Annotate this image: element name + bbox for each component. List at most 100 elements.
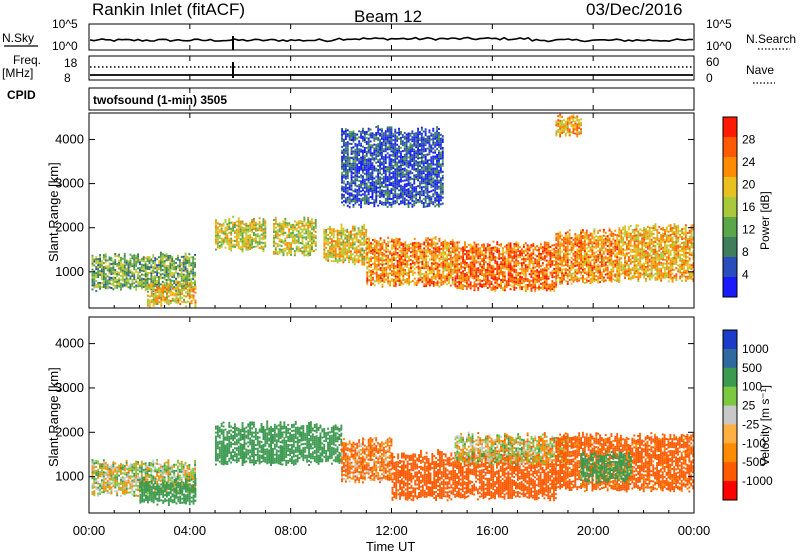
data-cell [118, 279, 120, 282]
data-cell [432, 267, 435, 270]
data-cell [667, 252, 670, 255]
data-cell [540, 247, 542, 250]
data-cell [423, 267, 426, 270]
data-cell [626, 252, 628, 255]
data-cell [601, 263, 603, 266]
data-cell [123, 278, 126, 281]
data-cell [555, 237, 558, 240]
data-cell [458, 281, 461, 283]
data-cell [118, 285, 120, 288]
freq-unit: [MHz] [2, 66, 33, 80]
data-cell [125, 279, 128, 282]
data-cell [323, 236, 326, 239]
data-cell [627, 266, 630, 268]
data-cell [658, 241, 661, 244]
data-cell [245, 234, 248, 237]
data-cell [582, 249, 584, 252]
data-cell [467, 243, 470, 246]
data-cell [547, 243, 550, 246]
data-cell [574, 259, 577, 262]
data-cell [566, 282, 569, 285]
data-cell [543, 277, 546, 280]
data-cell [127, 270, 130, 273]
data-cell [664, 266, 666, 269]
data-cell [656, 264, 659, 267]
data-cell [490, 275, 493, 277]
data-cell [477, 277, 480, 280]
data-cell [624, 235, 626, 238]
data-cell [290, 246, 292, 248]
data-cell [180, 275, 183, 278]
data-cell [462, 270, 464, 273]
data-cell [385, 248, 388, 251]
data-cell [500, 263, 502, 266]
data-cell [444, 265, 447, 268]
data-cell [245, 224, 248, 227]
data-cell [129, 283, 132, 286]
data-cell [578, 251, 581, 254]
data-cell [555, 264, 558, 267]
data-cell [311, 232, 313, 235]
data-cell [163, 276, 166, 279]
data-cell [293, 238, 296, 241]
data-cell [190, 288, 193, 291]
data-cell [612, 232, 615, 235]
data-cell [582, 247, 584, 250]
data-cell [652, 244, 655, 247]
data-cell [543, 283, 546, 286]
data-cell [589, 240, 592, 243]
data-cell [622, 252, 625, 255]
data-cell [161, 253, 164, 256]
data-cell [95, 272, 98, 275]
data-cell [182, 257, 185, 260]
data-cell [473, 287, 476, 290]
data-cell [312, 226, 315, 229]
data-cell [622, 226, 625, 229]
data-cell [471, 271, 474, 274]
data-cell [309, 224, 311, 227]
data-cell [154, 291, 157, 293]
data-cell [152, 293, 155, 295]
data-cell [430, 242, 433, 245]
data-cell [438, 245, 441, 248]
data-cell [477, 261, 480, 264]
data-cell [641, 237, 644, 240]
data-cell [408, 271, 410, 274]
data-cell [152, 283, 155, 286]
data-cell [423, 259, 426, 262]
data-cell [361, 243, 364, 246]
data-cell [106, 279, 109, 282]
data-cell [637, 242, 640, 245]
data-cell [475, 267, 478, 270]
data-cell [555, 251, 558, 253]
data-cell [334, 246, 337, 248]
data-cell [106, 269, 109, 272]
data-cell [641, 249, 644, 252]
data-cell [645, 254, 647, 257]
data-cell [456, 261, 459, 264]
data-cell [561, 264, 563, 267]
data-cell [606, 235, 609, 238]
data-cell [564, 274, 567, 276]
data-cell [610, 280, 613, 283]
data-cell [340, 241, 343, 244]
data-cell [513, 280, 516, 283]
data-cell [438, 273, 441, 276]
data-cell [147, 298, 149, 301]
data-cell [589, 234, 592, 237]
data-cell [479, 247, 482, 250]
data-cell [402, 253, 405, 256]
data-cell [427, 237, 429, 240]
data-cell [538, 286, 540, 289]
data-cell [643, 268, 645, 271]
data-cell [133, 268, 136, 271]
data-cell [532, 286, 535, 289]
data-cell [348, 259, 350, 262]
data-cell [158, 284, 160, 286]
data-cell [417, 257, 420, 260]
data-cell [188, 293, 191, 296]
data-cell [528, 283, 531, 286]
data-cell [144, 257, 147, 260]
data-cell [500, 279, 502, 281]
data-cell [462, 254, 464, 257]
